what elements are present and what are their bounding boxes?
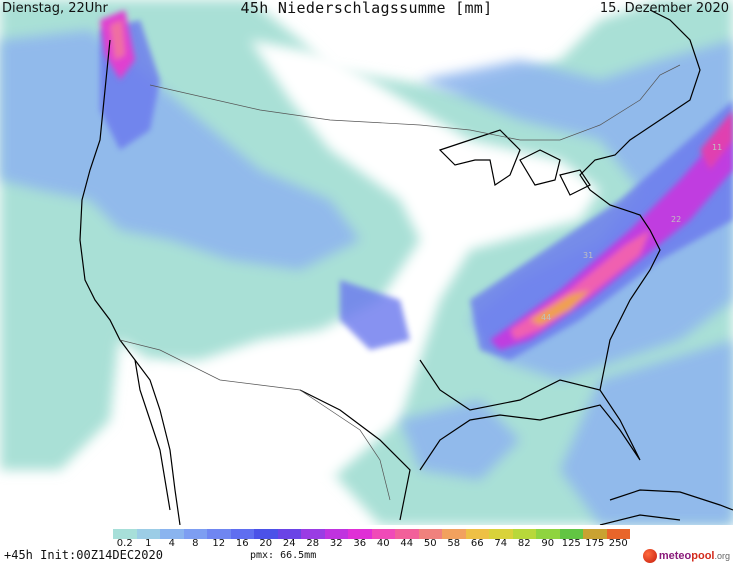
color-legend: 0.2 1 4 8 12 16 20 24 28 32 36 40 44 50 58 66 74 82 90 125 1…: [0, 525, 733, 566]
valid-date-label: 15. Dezember 2020: [599, 1, 729, 16]
legend-tick-label: 40: [376, 538, 390, 549]
legend-tick-label: 24: [282, 538, 296, 549]
legend-swatch: [371, 529, 395, 539]
init-run-label: +45h Init:00Z14DEC2020: [4, 548, 163, 562]
legend-tick-label: 1: [145, 538, 152, 549]
legend-tick-label: 50: [423, 538, 437, 549]
legend-swatch: [230, 529, 254, 539]
legend-tick-label: 20: [259, 538, 273, 549]
meteopool-logo[interactable]: meteopool.org: [642, 549, 730, 563]
logo-text-part: pool: [691, 550, 715, 562]
legend-ticks: 0.2 1 4 8 12 16 20 24 28 32 36 40 44 50 58 66 74 82 90 125 1…: [113, 538, 630, 551]
legend-swatch: [583, 529, 607, 539]
legend-tick-label: 32: [329, 538, 343, 549]
borders: [119, 64, 681, 501]
legend-swatch: [489, 529, 513, 539]
legend-swatch: [512, 529, 536, 539]
precip-clear-areas: [130, 0, 600, 500]
map-value-label: 31: [583, 251, 593, 260]
legend-tick-label: 125: [561, 538, 581, 549]
legend-swatch: [395, 529, 419, 539]
legend-swatch: [348, 529, 372, 539]
map-value-label: 22: [671, 215, 681, 224]
legend-tick-label: 36: [353, 538, 367, 549]
map-value-label: 44: [541, 313, 551, 322]
legend-tick-label: 4: [168, 538, 175, 549]
legend-swatch: [183, 529, 207, 539]
precip-field-blue: [0, 30, 733, 525]
coastlines: [79, 9, 733, 525]
legend-tick-label: 0.2: [116, 538, 133, 549]
precip-field-magenta: [100, 10, 733, 350]
legend-tick-label: 175: [585, 538, 605, 549]
legend-swatch: [606, 529, 630, 539]
valid-time-label: Dienstag, 22Uhr: [2, 1, 108, 16]
legend-swatch: [324, 529, 348, 539]
legend-swatch: [113, 529, 137, 539]
legend-swatch: [418, 529, 442, 539]
logo-text-part: .org: [714, 551, 730, 561]
legend-colorbar: [113, 529, 630, 539]
map-title: 45h Niederschlagssumme [mm]: [240, 0, 493, 17]
legend-swatch: [465, 529, 489, 539]
legend-swatch: [254, 529, 278, 539]
pmx-label: pmx: 66.5mm: [250, 550, 317, 561]
legend-tick-label: 66: [470, 538, 484, 549]
map-value-label: 11: [712, 143, 722, 152]
legend-tick-label: 82: [517, 538, 531, 549]
legend-tick-label: 58: [447, 538, 461, 549]
legend-tick-label: 44: [400, 538, 414, 549]
logo-text-part: meteo: [658, 550, 692, 562]
logo-icon: [642, 549, 657, 563]
legend-tick-label: 8: [192, 538, 199, 549]
legend-swatch: [207, 529, 231, 539]
legend-swatch: [301, 529, 325, 539]
precipitation-map: 44 31 22 11: [0, 0, 733, 525]
legend-tick-label: 12: [212, 538, 226, 549]
legend-tick-label: 74: [494, 538, 508, 549]
legend-swatch: [559, 529, 583, 539]
legend-tick-label: 16: [235, 538, 249, 549]
legend-tick-label: 90: [541, 538, 555, 549]
legend-swatch: [277, 529, 301, 539]
legend-swatch: [160, 529, 184, 539]
legend-swatch: [536, 529, 560, 539]
legend-tick-label: 250: [608, 538, 628, 549]
legend-swatch: [442, 529, 466, 539]
legend-swatch: [136, 529, 160, 539]
legend-tick-label: 28: [306, 538, 320, 549]
